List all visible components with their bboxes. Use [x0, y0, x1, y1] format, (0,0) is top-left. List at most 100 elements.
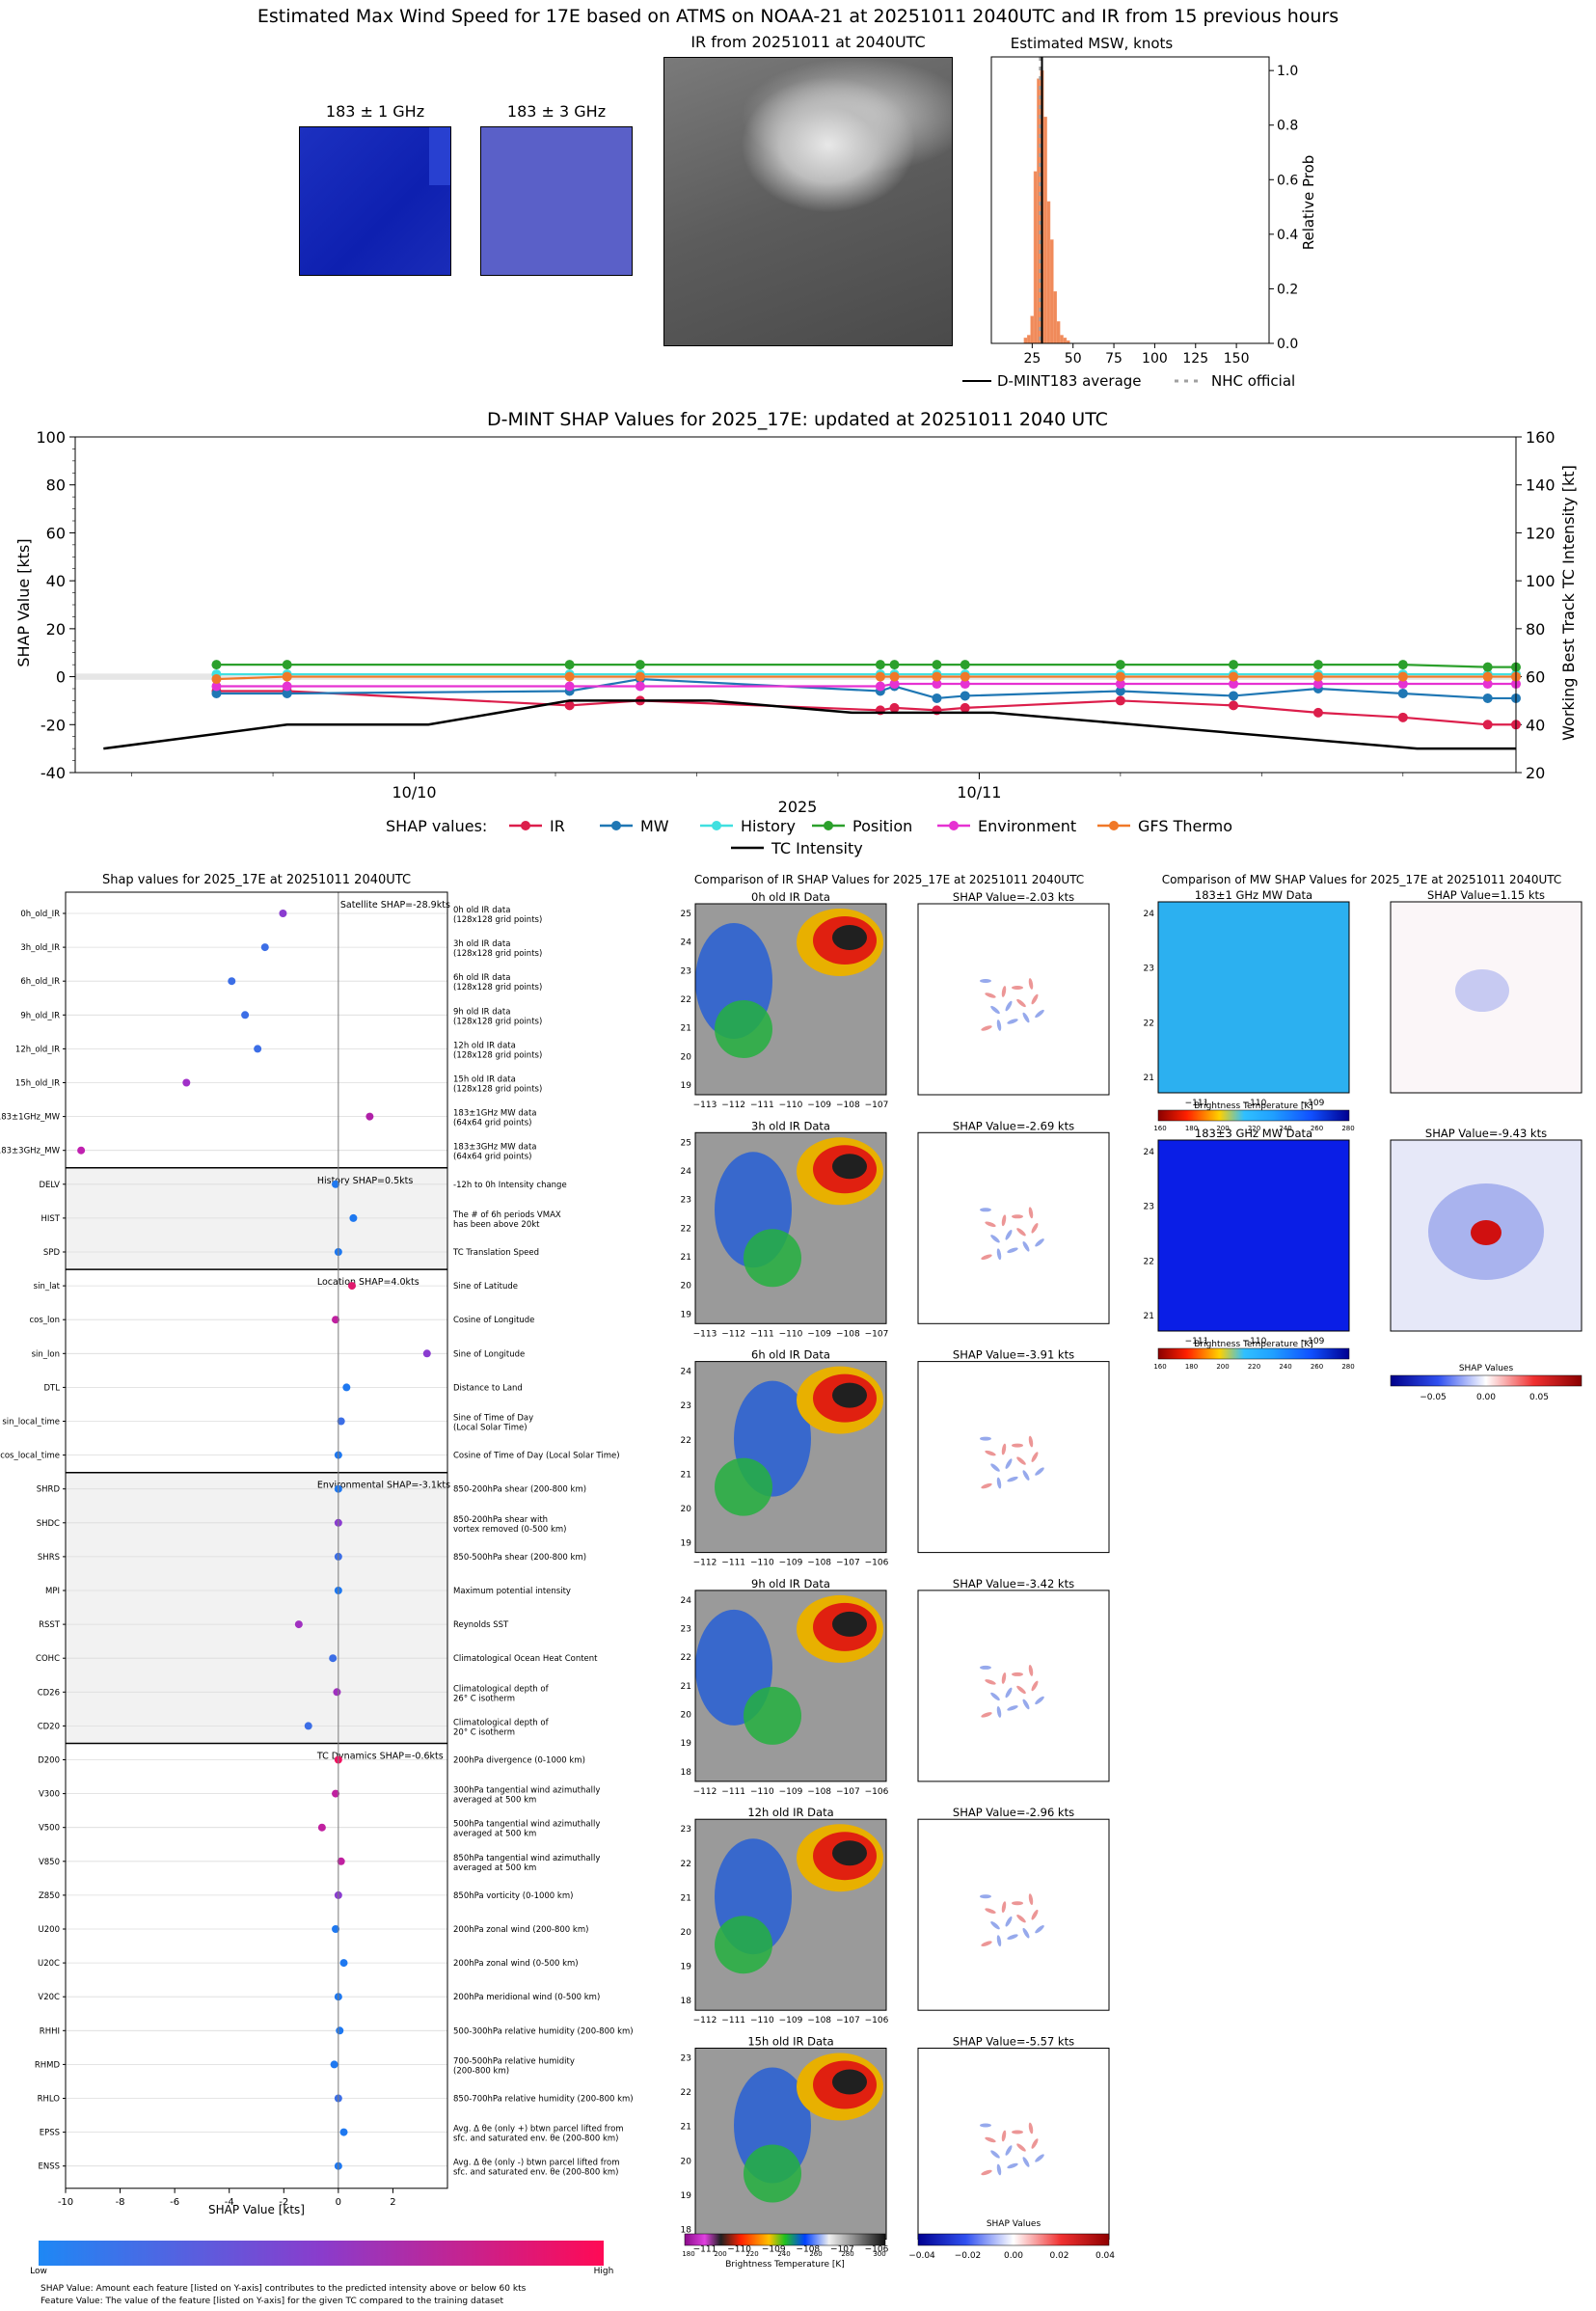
series-point-position [932, 660, 942, 670]
feature-desc: 6h old IR data [453, 973, 510, 983]
feat-xtick-label: -6 [170, 2197, 179, 2208]
mw-shap-title: SHAP Value=1.15 kts [1427, 888, 1545, 902]
feature-name: U200 [39, 1925, 60, 1935]
ir-shap-blob [985, 1908, 996, 1914]
msw-bar [1023, 338, 1028, 344]
ir-xtick-label: −110 [750, 2016, 774, 2026]
legend-label-history: History [741, 817, 796, 835]
ir-ytick-label: 22 [681, 1653, 691, 1663]
mw-shap-colorbar [1390, 1374, 1582, 1387]
feature-name: ENSS [38, 2162, 60, 2172]
ir-shap-blob [1012, 1443, 1023, 1448]
msw-xtick-label: 100 [1142, 351, 1168, 367]
ts-title: D-MINT SHAP Values for 2025_17E: updated… [487, 409, 1108, 430]
mw-xtick-label: −110 [1243, 1099, 1267, 1108]
ir-shap-title: SHAP Value=-2.69 kts [953, 1119, 1074, 1132]
ts-ytick-right-label: 140 [1526, 476, 1555, 495]
feature-dot [422, 1349, 431, 1358]
ir-cloud-core [832, 1382, 867, 1408]
series-point-mw [1482, 693, 1493, 703]
feature-name: cos_local_time [0, 1452, 60, 1461]
feature-dot [228, 977, 236, 986]
feat-xtick-label: 0 [336, 2197, 341, 2208]
ir-cloud-core [832, 1154, 867, 1180]
ir-xtick-label: −110 [727, 2245, 751, 2255]
ts-ylabel-left: SHAP Value [kts] [14, 538, 33, 666]
ts-ytick-left-label: 20 [46, 620, 66, 639]
series-point-ir [564, 700, 575, 711]
series-point-gfs-thermo [1482, 671, 1493, 682]
ir-ytick-label: 24 [681, 938, 692, 948]
feature-desc-2: (128x128 grid points) [453, 1050, 542, 1060]
ir-ytick-label: 21 [681, 1470, 691, 1480]
msw-bar [1056, 321, 1061, 344]
feature-dot [332, 1316, 340, 1324]
legend-label-ir: IR [550, 817, 565, 835]
ts-ytick-left-label: -20 [41, 716, 66, 734]
series-point-environment [1397, 679, 1408, 690]
feature-desc: Cosine of Longitude [453, 1316, 534, 1325]
feature-name: D200 [38, 1756, 60, 1766]
msw-ylabel: Relative Prob [1300, 155, 1317, 251]
msw-bar [1033, 171, 1038, 344]
msw-xtick-label: 50 [1065, 351, 1082, 367]
feature-desc-2: (128x128 grid points) [453, 983, 542, 992]
group-label: Environmental SHAP=-3.1kts [317, 1481, 450, 1491]
series-line-position [216, 664, 1516, 668]
mw-shap-core [1471, 1220, 1501, 1245]
ir-shap-blob [981, 1482, 992, 1489]
group-label: Location SHAP=4.0kts [317, 1277, 419, 1288]
msw-xtick-label: 125 [1182, 351, 1208, 367]
mw-ytick-label: 21 [1144, 1312, 1154, 1321]
feature-dot [332, 1925, 340, 1933]
feature-desc: The # of 6h periods VMAX [452, 1210, 561, 1220]
ir-xtick-label: −106 [865, 2245, 889, 2255]
ir-xtick-label: −111 [693, 2245, 717, 2255]
series-point-position [960, 660, 970, 670]
feature-desc-2: (200-800 km) [453, 2066, 509, 2076]
ir-shap-blob [1016, 998, 1026, 1008]
series-line-environment [216, 682, 1516, 688]
ir-shap-blob [980, 1665, 991, 1670]
ir-shap-blob [1031, 1223, 1039, 1234]
ts-ytick-left-label: 60 [46, 524, 66, 542]
feature-desc: Sine of Latitude [453, 1282, 518, 1291]
ir-xtick-label: −106 [865, 1787, 889, 1797]
ir-ytick-label: 19 [681, 1081, 692, 1091]
feature-colorbar [39, 2241, 604, 2266]
ir-shap-blob [1035, 2154, 1044, 2162]
feature-name: CD26 [38, 1688, 60, 1698]
feature-desc: Sine of Time of Day [453, 1414, 533, 1424]
feature-dot [330, 2060, 338, 2069]
msw-histogram: Estimated MSW, knots Relative Prob 25 50 7… [962, 35, 1317, 390]
ir-shap-tick: −0.02 [955, 2251, 982, 2261]
mw-shap-blob [1455, 969, 1509, 1012]
ir-shap-blob [1012, 1214, 1023, 1219]
legend-marker-mw [611, 821, 621, 830]
series-point-position [282, 660, 292, 670]
ir-xtick-label: −110 [779, 1329, 803, 1339]
ts-ytick-left-label: 40 [46, 572, 66, 590]
ir-shap-blob [1031, 1680, 1039, 1692]
ir-ytick-label: 23 [681, 1401, 691, 1411]
mw2-thumbnail [480, 126, 633, 276]
ts-ytick-right-label: 40 [1526, 716, 1545, 734]
ir-xtick-label: −106 [865, 2016, 889, 2026]
feature-desc: 183±1GHz MW data [453, 1109, 536, 1119]
series-point-mw [1115, 686, 1125, 696]
ir-panel-title: IR from 20251011 at 2040UTC [690, 33, 926, 51]
ir-xtick-label: −107 [830, 2245, 854, 2255]
ir-xtick-label: −111 [750, 1101, 774, 1110]
feat-xtick-label: -8 [116, 2197, 125, 2208]
feature-dot [279, 910, 287, 917]
msw-ytick-label: 0.6 [1277, 173, 1298, 188]
feature-name: sin_lon [32, 1349, 60, 1359]
feature-name: RSST [39, 1620, 61, 1630]
ir-shap-blob [980, 1208, 991, 1212]
feature-dot [339, 2128, 348, 2136]
ir-ytick-label: 18 [681, 1997, 692, 2006]
ir-shap-blob [985, 1221, 996, 1228]
ir-ytick-label: 24 [681, 1368, 692, 1377]
ir-shap-blob [1028, 1435, 1034, 1448]
ir-data-title: 15h old IR Data [747, 2035, 833, 2049]
